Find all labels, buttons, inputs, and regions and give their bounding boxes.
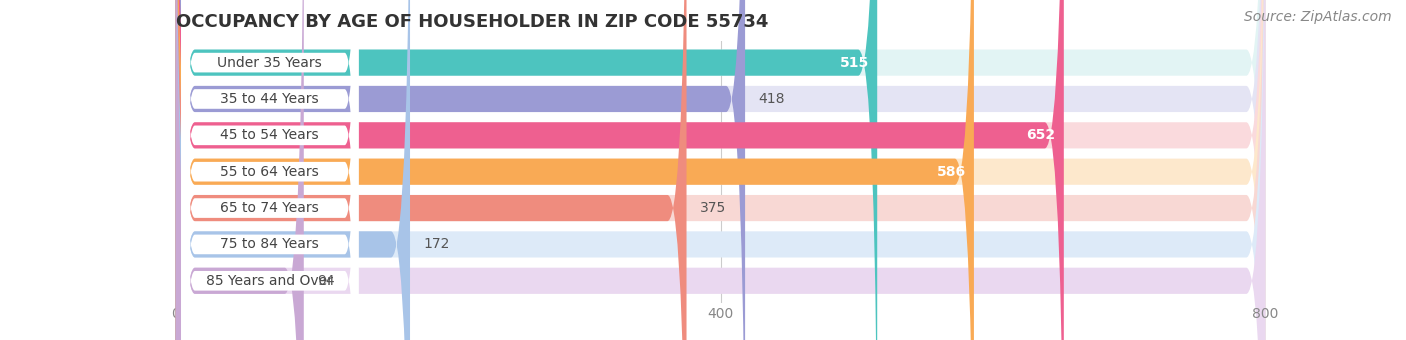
FancyBboxPatch shape <box>176 0 686 340</box>
Text: 55 to 64 Years: 55 to 64 Years <box>221 165 319 179</box>
FancyBboxPatch shape <box>176 0 1265 340</box>
Text: 172: 172 <box>423 237 450 251</box>
FancyBboxPatch shape <box>181 0 359 340</box>
Text: 375: 375 <box>700 201 727 215</box>
FancyBboxPatch shape <box>176 0 1265 340</box>
Text: Source: ZipAtlas.com: Source: ZipAtlas.com <box>1244 10 1392 24</box>
FancyBboxPatch shape <box>176 0 974 340</box>
FancyBboxPatch shape <box>181 0 359 340</box>
Text: 45 to 54 Years: 45 to 54 Years <box>221 128 319 142</box>
FancyBboxPatch shape <box>176 0 411 340</box>
Text: 75 to 84 Years: 75 to 84 Years <box>221 237 319 251</box>
FancyBboxPatch shape <box>176 0 304 340</box>
FancyBboxPatch shape <box>181 0 359 340</box>
Text: 418: 418 <box>759 92 785 106</box>
FancyBboxPatch shape <box>176 0 1265 340</box>
FancyBboxPatch shape <box>176 0 877 340</box>
FancyBboxPatch shape <box>181 0 359 340</box>
Text: 515: 515 <box>839 56 869 70</box>
Text: 65 to 74 Years: 65 to 74 Years <box>221 201 319 215</box>
FancyBboxPatch shape <box>176 0 1265 340</box>
FancyBboxPatch shape <box>176 0 1265 340</box>
Text: Under 35 Years: Under 35 Years <box>218 56 322 70</box>
FancyBboxPatch shape <box>176 0 1064 340</box>
Text: 652: 652 <box>1026 128 1056 142</box>
Text: 85 Years and Over: 85 Years and Over <box>207 274 333 288</box>
FancyBboxPatch shape <box>181 0 359 340</box>
Text: 35 to 44 Years: 35 to 44 Years <box>221 92 319 106</box>
Text: 94: 94 <box>318 274 335 288</box>
FancyBboxPatch shape <box>181 0 359 340</box>
Text: OCCUPANCY BY AGE OF HOUSEHOLDER IN ZIP CODE 55734: OCCUPANCY BY AGE OF HOUSEHOLDER IN ZIP C… <box>176 13 768 31</box>
FancyBboxPatch shape <box>181 0 359 340</box>
FancyBboxPatch shape <box>176 0 1265 340</box>
Text: 586: 586 <box>936 165 966 179</box>
FancyBboxPatch shape <box>176 0 745 340</box>
FancyBboxPatch shape <box>176 0 1265 340</box>
